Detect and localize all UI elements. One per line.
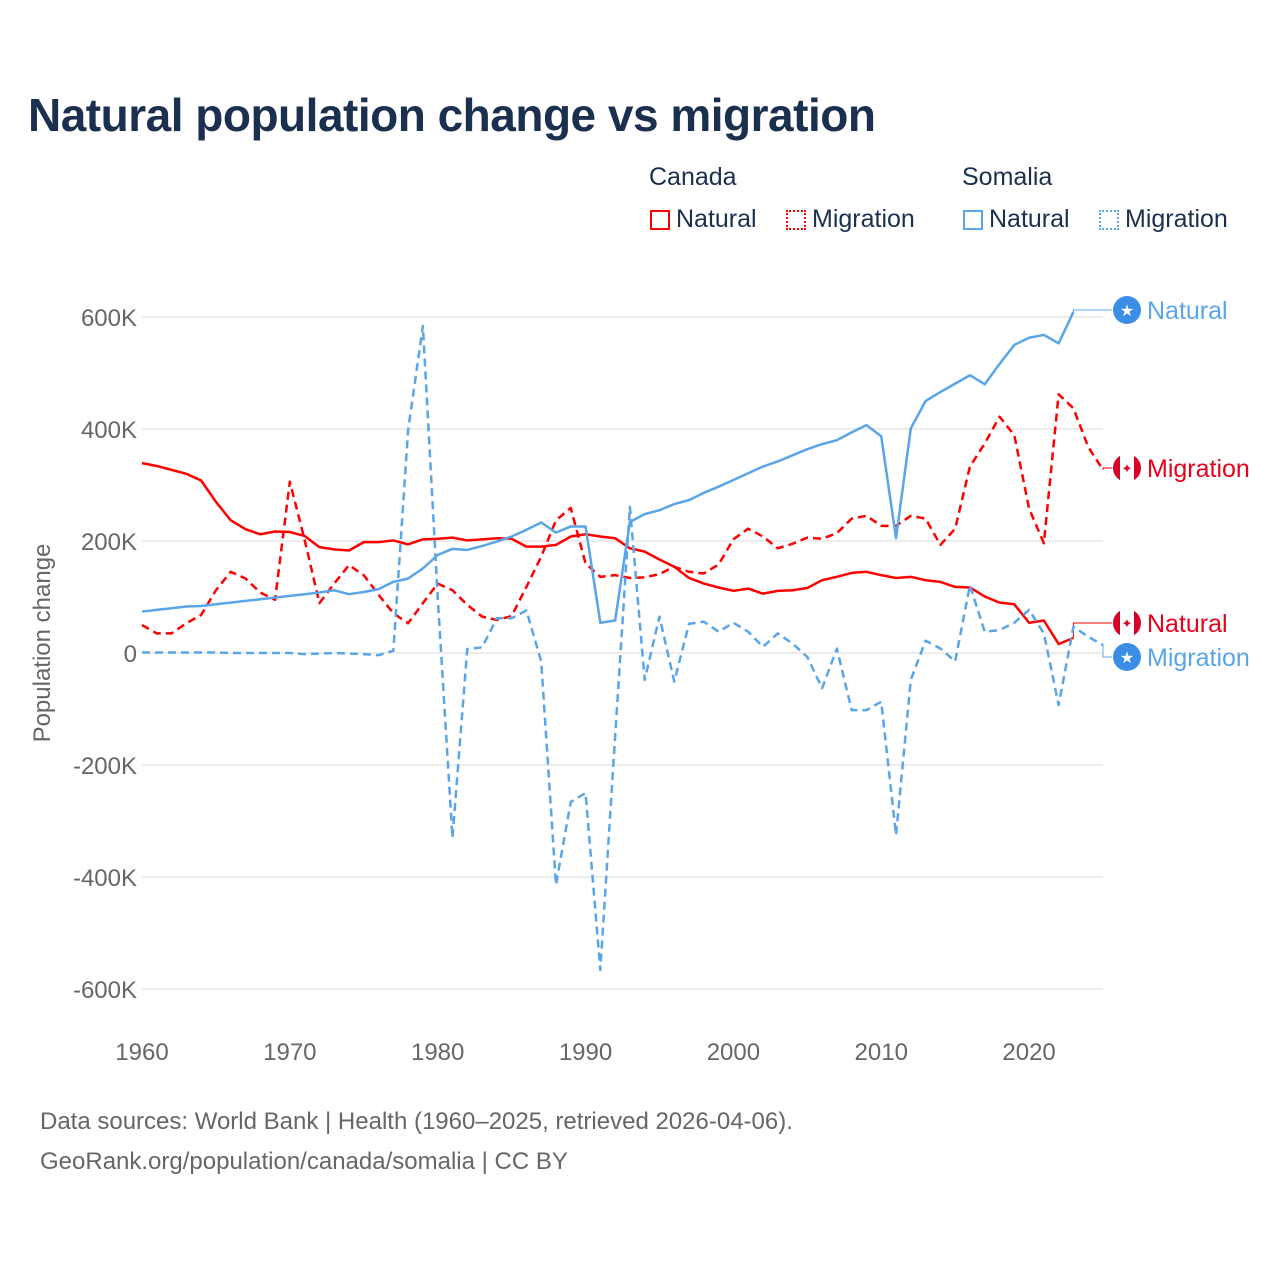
y-axis-label: Population change	[29, 544, 56, 743]
y-tick-label: 400K	[81, 417, 137, 444]
series-line-canada-migration	[141, 393, 1105, 635]
legend-group-somalia: Somalia	[962, 163, 1053, 191]
legend-label: Migration	[812, 205, 915, 233]
footer-source: Data sources: World Bank | Health (1960–…	[40, 1108, 793, 1135]
legend-group-canada: Canada	[649, 163, 737, 191]
y-tick-label: -200K	[73, 753, 137, 780]
solid-swatch-icon	[650, 209, 670, 230]
solid-swatch-icon	[963, 209, 983, 230]
series-line-canada-natural	[141, 461, 1074, 646]
maple-leaf-icon: ✦	[1122, 616, 1133, 631]
y-tick-label: -400K	[73, 865, 137, 892]
maple-leaf-icon: ✦	[1122, 461, 1133, 476]
dotted-swatch-icon	[786, 209, 806, 230]
y-tick-label: -600K	[73, 977, 137, 1004]
dotted-swatch-icon	[1099, 209, 1119, 230]
legend-label: Natural	[676, 205, 757, 233]
x-tick-label: 2000	[707, 1039, 760, 1066]
x-tick-label: 1980	[411, 1039, 464, 1066]
y-tick-label: 200K	[81, 529, 137, 556]
star-icon: ★	[1120, 303, 1134, 320]
x-tick-label: 2010	[855, 1039, 908, 1066]
legend-somalia-migration[interactable]: Migration	[1099, 205, 1228, 234]
somalia-flag-icon	[1113, 296, 1141, 324]
somalia-flag-icon	[1113, 643, 1141, 671]
y-tick-label: 600K	[81, 305, 137, 332]
label-connector	[1102, 467, 1112, 470]
series-line-somalia-natural	[141, 311, 1075, 625]
series-line-somalia-migration	[142, 324, 1104, 972]
chart-title: Natural population change vs migration	[28, 89, 876, 141]
x-tick-label: 1970	[263, 1039, 316, 1066]
label-connector	[1102, 645, 1112, 658]
label-connector	[1072, 309, 1112, 312]
legend-label: Natural	[989, 205, 1070, 233]
x-tick-label: 2020	[1002, 1039, 1055, 1066]
legend-somalia-natural[interactable]: Natural	[963, 205, 1070, 234]
series-end-label: Migration	[1147, 644, 1250, 672]
flag-center	[1120, 454, 1134, 482]
footer-link[interactable]: GeoRank.org/population/canada/somalia | …	[40, 1148, 568, 1175]
legend-canada-natural[interactable]: Natural	[650, 205, 757, 234]
y-tick-label: 0	[124, 641, 137, 668]
legend-label: Migration	[1125, 205, 1228, 233]
x-tick-label: 1990	[559, 1039, 612, 1066]
x-tick-label: 1960	[115, 1039, 168, 1066]
series-end-label: Natural	[1147, 610, 1228, 638]
flag-center	[1120, 609, 1134, 637]
series-end-label: Natural	[1147, 297, 1228, 325]
series-end-label: Migration	[1147, 455, 1250, 483]
legend-canada-migration[interactable]: Migration	[786, 205, 915, 234]
star-icon: ★	[1120, 650, 1134, 667]
